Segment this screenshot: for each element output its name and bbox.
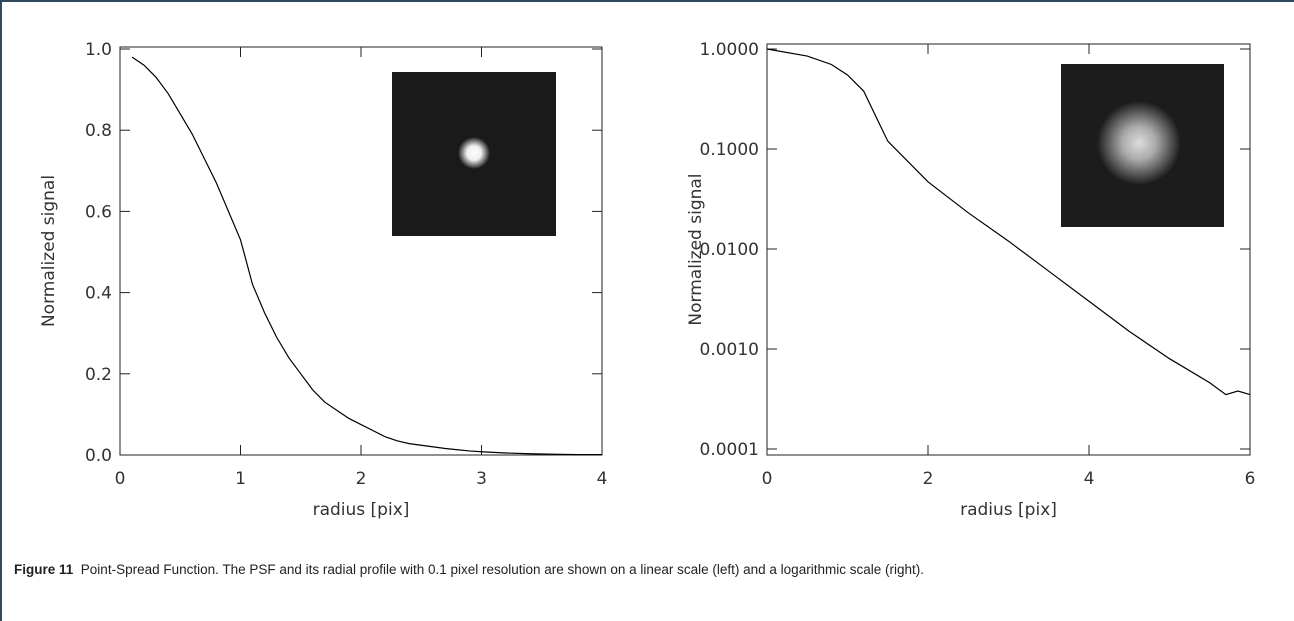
y-tick-label: 0.8: [85, 121, 112, 141]
caption-text: Point-Spread Function. The PSF and its r…: [80, 562, 924, 577]
x-tick-label: 0: [115, 469, 126, 489]
x-tick-label: 2: [923, 469, 934, 489]
y-tick-label: 0.6: [85, 202, 112, 222]
profile-line: [131, 56, 602, 456]
x-tick-label: 4: [1084, 469, 1095, 489]
y-tick-label: 1.0: [85, 40, 112, 60]
profile-line: [766, 48, 1251, 396]
y-tick-label: 0.0100: [700, 240, 759, 260]
psf-spot: [1097, 101, 1181, 185]
x-axis-label: radius [pix]: [960, 500, 1057, 520]
x-tick-label: 6: [1245, 469, 1256, 489]
y-tick-label: 0.1000: [700, 140, 759, 160]
y-axis-label: Normalized signal: [686, 173, 706, 325]
x-tick-label: 0: [762, 469, 773, 489]
caption-label: Figure 11: [14, 562, 74, 577]
y-tick-label: 1.0000: [700, 40, 759, 60]
x-tick-label: 2: [356, 469, 367, 489]
x-tick-label: 3: [476, 469, 487, 489]
y-axis-label: Normalized signal: [39, 175, 59, 327]
figure: 0 1 2 3 4 0.0 0.2 0.4 0.6 0.8 1.0 radius [pix] Norma…: [39, 40, 1256, 520]
psf-spot: [458, 137, 490, 169]
y-tick-label: 0.4: [85, 284, 112, 304]
x-tick-label: 4: [597, 469, 608, 489]
y-tick-label: 0.2: [85, 365, 112, 385]
y-tick-label: 0.0: [85, 446, 112, 466]
y-tick-label: 0.0010: [700, 340, 759, 360]
y-tick-label: 0.0001: [700, 440, 759, 460]
x-tick-label: 1: [235, 469, 246, 489]
x-axis-label: radius [pix]: [313, 500, 410, 520]
caption: Figure 11 Point-Spread Function. The PSF…: [14, 560, 1264, 579]
